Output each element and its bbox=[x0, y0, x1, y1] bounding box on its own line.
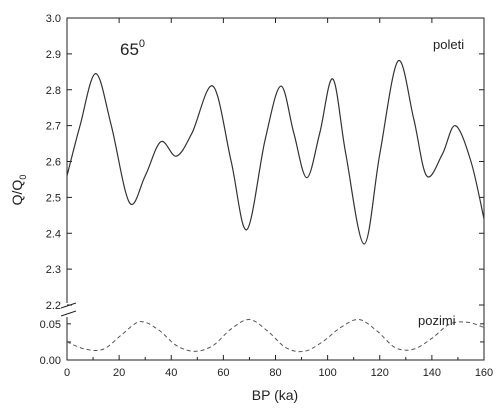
winter-label: pozimi bbox=[418, 313, 456, 328]
upper-y-tick-label: 2.2 bbox=[46, 300, 61, 312]
y-axis-label-subscript: 0 bbox=[18, 175, 28, 180]
upper-y-tick-label: 2.3 bbox=[46, 264, 61, 276]
upper-y-tick-label: 2.7 bbox=[46, 121, 61, 133]
upper-y-tick-label: 2.8 bbox=[46, 85, 61, 97]
upper-y-tick-label: 2.4 bbox=[46, 228, 61, 240]
x-tick-label: 20 bbox=[113, 367, 125, 379]
latitude-annotation: 650 bbox=[120, 38, 145, 59]
lower-y-tick-label: 0.00 bbox=[40, 355, 61, 367]
lower-y-tick-label: 0.05 bbox=[40, 319, 61, 331]
plot-frame bbox=[66, 17, 485, 361]
tick-layer bbox=[66, 17, 485, 361]
upper-y-tick-label: 2.5 bbox=[46, 192, 61, 204]
series-line-pozimi bbox=[66, 319, 485, 353]
x-axis-label: BP (ka) bbox=[252, 387, 298, 403]
upper-y-tick-label: 2.9 bbox=[46, 49, 61, 61]
latitude-degree-superscript: 0 bbox=[139, 38, 145, 50]
upper-y-tick-label: 2.6 bbox=[46, 157, 61, 169]
x-tick-label: 120 bbox=[371, 367, 389, 379]
summer-label: poleti bbox=[433, 37, 464, 52]
y-axis-label: Q/Q0 bbox=[9, 175, 28, 206]
x-tick-label: 80 bbox=[269, 367, 281, 379]
series-line-poleti bbox=[66, 60, 485, 245]
x-tick-label: 140 bbox=[423, 367, 441, 379]
latitude-value: 65 bbox=[120, 40, 139, 59]
x-tick-label: 0 bbox=[64, 367, 70, 379]
x-tick-label: 60 bbox=[217, 367, 229, 379]
axis-break-mark-lower bbox=[60, 310, 77, 317]
x-tick-label: 100 bbox=[318, 367, 336, 379]
tick-label-layer: 0 20 40 60 80 100 120 140 160 2.2 2.3 2.4 2.5 2.6 2.7 2… bbox=[40, 13, 494, 379]
x-tick-label: 40 bbox=[165, 367, 177, 379]
upper-y-tick-label: 3.0 bbox=[46, 13, 61, 25]
y-axis-label-main: Q/Q bbox=[9, 180, 25, 206]
x-tick-label: 160 bbox=[475, 367, 493, 379]
series-layer bbox=[66, 60, 485, 353]
